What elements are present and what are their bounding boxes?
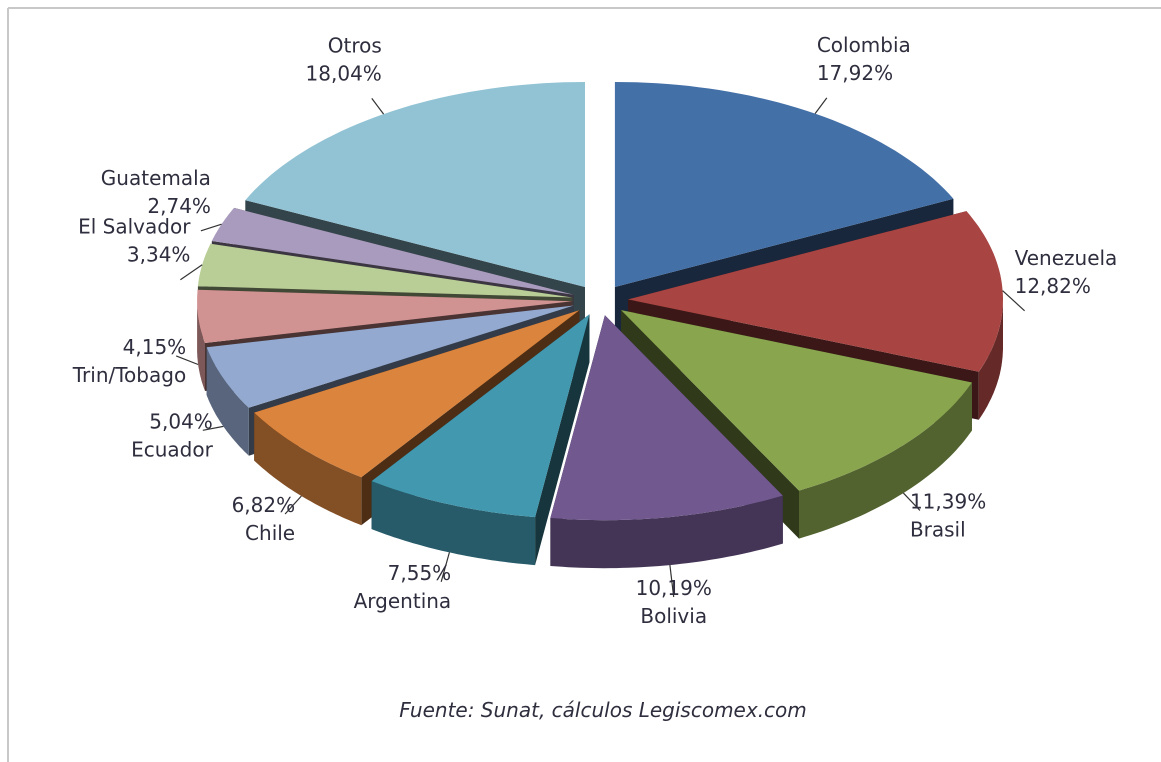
slice-top xyxy=(628,211,1003,372)
data-label-name: Trin/Tobago xyxy=(72,363,186,387)
data-label-value: 4,15% xyxy=(123,335,187,359)
leader-line xyxy=(284,495,302,515)
slice-top xyxy=(550,315,783,521)
data-label-name: Otros xyxy=(328,33,382,57)
leader-line xyxy=(440,552,450,582)
data-label-value: 6,82% xyxy=(232,493,296,517)
source-note: Fuente: Sunat, cálculos Legiscomex.com xyxy=(399,698,807,722)
data-label-value: 10,19% xyxy=(636,576,712,600)
data-label-value: 12,82% xyxy=(1015,274,1091,298)
data-label-name: Ecuador xyxy=(131,437,213,461)
slice-top xyxy=(197,289,573,343)
slice-side xyxy=(371,481,536,566)
data-label-name: Guatemala xyxy=(101,166,211,190)
data-label-value: 3,34% xyxy=(127,243,191,267)
leader-line xyxy=(175,355,199,366)
slice-side xyxy=(197,301,205,391)
data-label-value: 5,04% xyxy=(149,409,213,433)
data-label-name: Bolivia xyxy=(640,604,707,628)
leader-line xyxy=(371,98,385,115)
data-label-value: 2,74% xyxy=(147,194,211,218)
leader-line xyxy=(669,565,675,598)
slice-top xyxy=(206,305,574,408)
data-label-name: Venezuela xyxy=(1015,246,1118,270)
data-label-value: 11,39% xyxy=(910,489,986,513)
data-label-name: Chile xyxy=(245,521,295,545)
slice-side xyxy=(799,382,972,539)
data-label-name: Brasil xyxy=(910,517,966,541)
data-label-value: 17,92% xyxy=(817,61,893,85)
leader-line xyxy=(180,264,203,281)
leader-line xyxy=(202,425,224,431)
slice-top xyxy=(621,310,972,491)
slice-top xyxy=(254,310,580,478)
leader-line xyxy=(200,223,222,232)
leader-line xyxy=(1002,290,1026,312)
slice-side xyxy=(206,347,249,456)
slice xyxy=(371,314,590,566)
data-label-name: El Salvador xyxy=(78,215,191,239)
data-label-name: Argentina xyxy=(354,589,452,613)
slice-top xyxy=(371,314,590,518)
slice-wall xyxy=(535,314,590,566)
slice-top xyxy=(197,243,573,298)
slice-side xyxy=(254,412,362,526)
slice-top xyxy=(614,82,954,287)
data-label-name: Colombia xyxy=(817,33,911,57)
leader-line xyxy=(902,492,921,511)
slice-top xyxy=(245,82,586,287)
data-label-value: 18,04% xyxy=(306,61,382,85)
slice-side xyxy=(978,299,1003,420)
slice-side xyxy=(550,495,783,569)
slice xyxy=(550,315,783,569)
slice-top xyxy=(211,207,574,295)
leader-line xyxy=(814,97,828,114)
data-label-value: 7,55% xyxy=(388,561,452,585)
